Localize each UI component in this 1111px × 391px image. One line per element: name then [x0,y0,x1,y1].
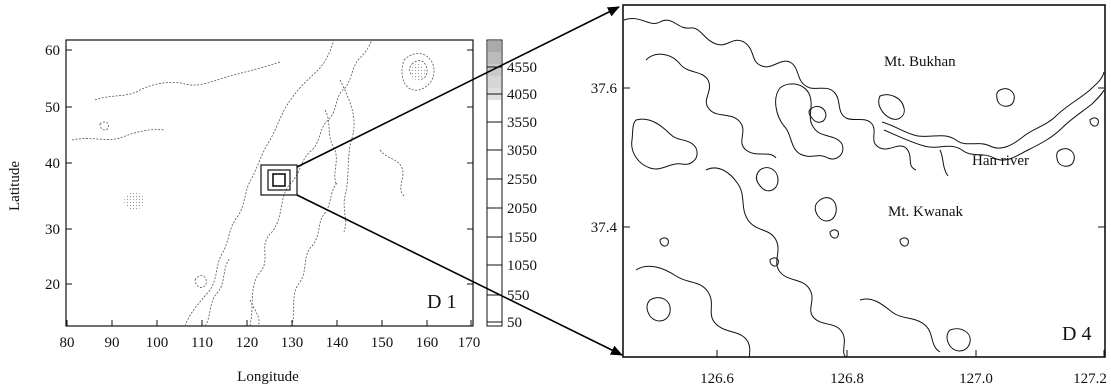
d1-y-tick-labels: 20 30 40 50 60 [45,43,60,293]
d1-stipple [124,64,425,210]
d4-y-tick: 37.6 [591,81,618,97]
colorbar-tick: 3050 [507,143,537,159]
d1-x-ticks [66,320,472,326]
d1-y-tick: 40 [45,156,60,172]
d1-x-tick: 160 [416,335,439,351]
d1-x-tick: 120 [236,335,259,351]
d1-x-tick: 90 [105,335,120,351]
d1-y-axis-title: Latitude [7,161,23,211]
d4-x-tick-labels: 126.6 126.8 127.0 127.2 [700,371,1107,387]
d4-y-tick-labels: 37.6 37.4 [591,81,618,236]
d1-contours [71,39,435,327]
colorbar-tick: 4550 [507,60,537,76]
d4-panel: 37.6 37.4 126.6 126.8 127.0 127.2 Mt. Bu… [591,4,1107,387]
domain-box-d3 [267,169,291,191]
d1-y-tick: 60 [45,43,60,59]
d1-x-tick: 80 [60,335,75,351]
d4-x-tick: 127.0 [959,371,993,387]
d4-y-tick: 37.4 [591,220,618,236]
place-label-han-river: Han river [972,153,1029,169]
place-label-mt-bukhan: Mt. Bukhan [884,54,956,70]
d1-x-tick: 110 [191,335,213,351]
d1-y-tick: 20 [45,277,60,293]
zoom-arrow-top [296,6,620,168]
d1-x-tick: 170 [458,335,481,351]
d1-x-tick: 100 [146,335,169,351]
colorbar-tick: 1050 [507,258,537,274]
colorbar-tick: 1550 [507,230,537,246]
zoom-arrows [296,6,623,356]
d1-y-ticks [66,49,473,285]
domain-box-d2 [260,164,298,196]
colorbar-tick: 2550 [507,172,537,188]
colorbar-tick: 4050 [507,87,537,103]
d1-x-tick: 150 [371,335,394,351]
d1-x-tick-labels: 80 90 100 110 120 130 140 150 160 170 [60,335,481,351]
colorbar-tick: 2050 [507,201,537,217]
d4-x-ticks [716,350,1105,357]
colorbar-tick: 3550 [507,115,537,131]
d4-x-tick: 126.6 [700,371,734,387]
colorbar-tick: 550 [507,288,530,304]
d4-domain-label: D 4 [1062,323,1091,345]
d1-y-tick: 30 [45,222,60,238]
d1-x-tick: 140 [326,335,349,351]
d1-nested-domains [260,164,298,196]
d1-x-tick: 130 [281,335,304,351]
d1-domain-label: D 1 [427,291,456,313]
d1-x-axis-title: Longitude [237,369,299,385]
domain-box-d4 [272,173,286,187]
d4-x-tick: 127.2 [1073,371,1107,387]
d1-colorbar: 4550 4050 3550 3050 2550 2050 1550 1050 … [486,39,537,331]
d4-contours [623,18,1105,358]
zoom-arrow-bottom [296,194,623,356]
d4-x-tick: 126.8 [830,371,864,387]
colorbar-tick: 50 [507,315,522,331]
d4-y-ticks [623,87,1105,228]
d1-y-tick: 50 [45,100,60,116]
d1-plot-frame [65,39,474,327]
d1-panel: 20 30 40 50 60 80 90 100 110 120 130 1 [7,39,537,385]
d4-plot-frame [622,4,1106,358]
place-label-mt-kwanak: Mt. Kwanak [888,204,963,220]
